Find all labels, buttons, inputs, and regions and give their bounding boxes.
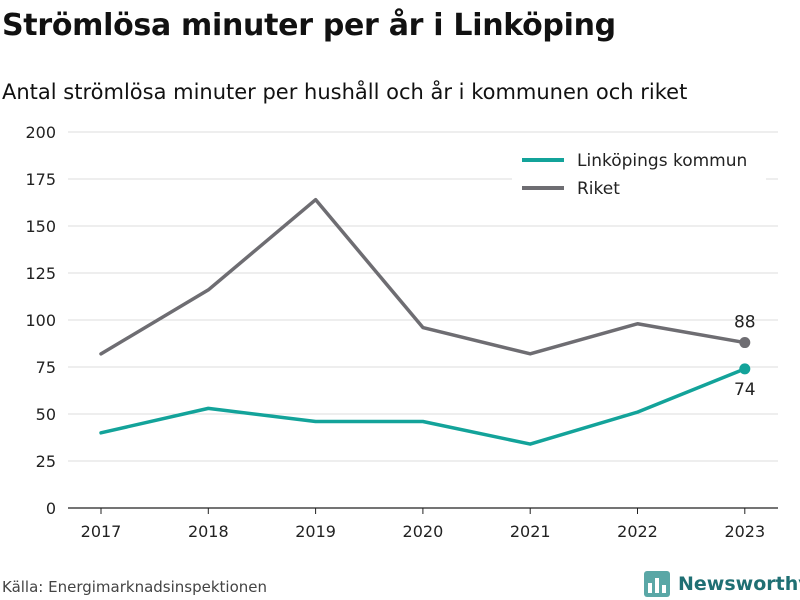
x-tick-label: 2019 [295,522,336,541]
source-note: Källa: Energimarknadsinspektionen [2,578,268,596]
y-tick-label: 100 [25,311,56,330]
x-tick-label: 2023 [724,522,765,541]
y-tick-label: 200 [25,123,56,142]
y-tick-label: 125 [25,264,56,283]
x-tick-label: 2017 [81,522,122,541]
x-tick-label: 2022 [617,522,658,541]
series-end-point-1 [739,363,751,375]
y-tick-label: 25 [36,452,56,471]
y-tick-label: 50 [36,405,56,424]
y-tick-label: 150 [25,217,56,236]
brand-logo: Newsworthy [644,568,800,600]
brand-name: Newsworthy [678,573,800,595]
y-tick-label: 75 [36,358,56,377]
y-tick-label: 175 [25,170,56,189]
series-end-point-2 [739,337,751,349]
series-line-2 [99,197,747,356]
end-value-label: 88 [734,313,756,333]
x-tick-label: 2020 [403,522,444,541]
y-tick-label: 0 [46,499,56,518]
legend-label: Riket [577,179,620,199]
legend-label: Linköpings kommun [577,151,747,171]
series-line-1 [99,367,747,446]
chart-title: Strömlösa minuter per år i Linköping [2,8,616,43]
chart-subtitle: Antal strömlösa minuter per hushåll och … [2,80,688,104]
x-tick-label: 2021 [510,522,551,541]
end-value-label: 74 [734,380,756,400]
bar-chart-logo-icon [644,571,670,597]
x-tick-label: 2018 [188,522,229,541]
legend-background [512,146,766,206]
